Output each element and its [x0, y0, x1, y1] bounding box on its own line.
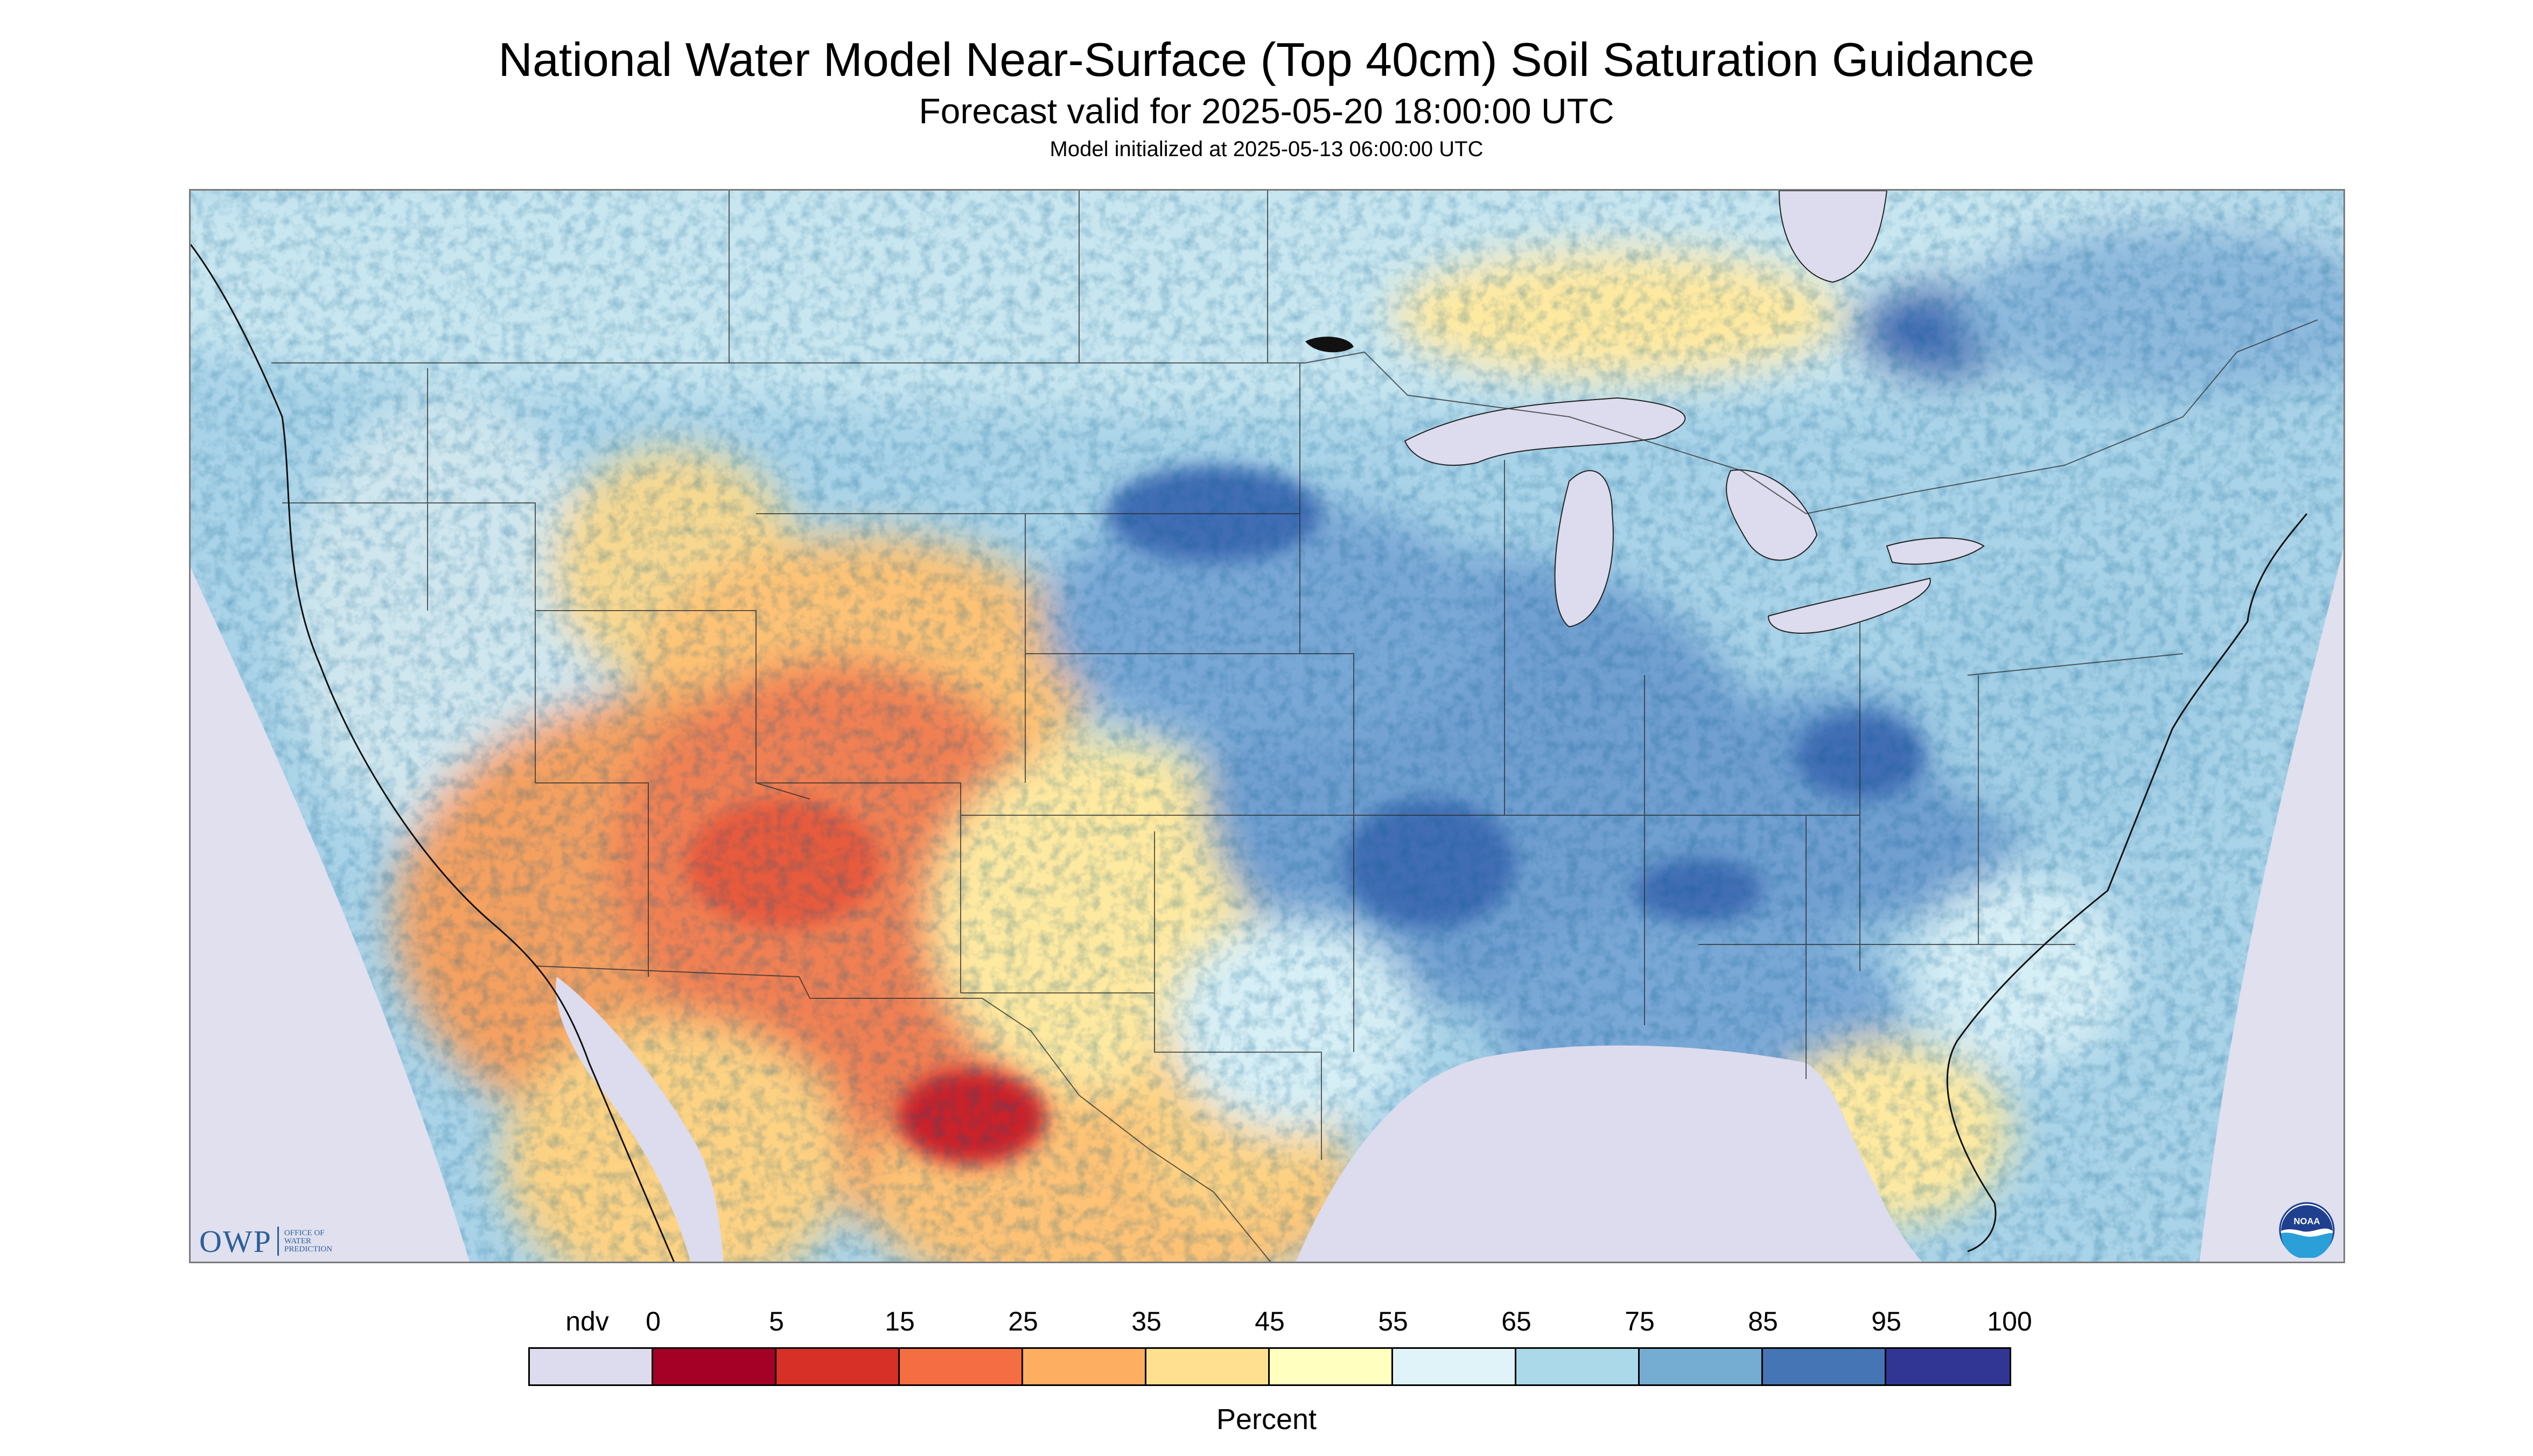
legend-tick: 0: [646, 1306, 661, 1336]
legend-swatch: [1640, 1349, 1763, 1384]
legend-swatch: [1146, 1349, 1270, 1384]
legend-swatch: [530, 1349, 653, 1384]
legend-swatch: [900, 1349, 1023, 1384]
legend-swatch: [1516, 1349, 1640, 1384]
legend-colorbar: [528, 1347, 2011, 1386]
lake-of-the-woods: [1305, 337, 1354, 353]
great-lakes: [1404, 397, 1985, 634]
owp-line-2: WATER: [284, 1236, 311, 1245]
legend-swatch: [1270, 1349, 1393, 1384]
legend-tick: 95: [1871, 1306, 1901, 1336]
map-graphic: [191, 191, 2343, 1262]
legend-swatch: [1763, 1349, 1886, 1384]
political-borders: [271, 191, 2318, 1262]
owp-logo: OWP OFFICE OF WATER PREDICTION: [199, 1222, 332, 1260]
noaa-logo: NOAA: [2279, 1202, 2335, 1258]
soil-saturation-map: [189, 189, 2345, 1263]
gulf-of-california: [556, 977, 724, 1262]
legend-tick-ndv: ndv: [565, 1306, 609, 1336]
model-initialized-note: Model initialized at 2025-05-13 06:00:00…: [1049, 137, 1484, 161]
legend-swatch: [1023, 1349, 1146, 1384]
hudson-bay: [1778, 191, 1888, 283]
legend-tick: 75: [1625, 1306, 1655, 1336]
owp-fullname: OFFICE OF WATER PREDICTION: [284, 1229, 332, 1254]
land-layer: [191, 191, 2343, 1262]
legend-tick: 25: [1008, 1306, 1038, 1336]
legend-swatch: [776, 1349, 900, 1384]
legend-swatch: [1886, 1349, 2010, 1384]
map-title: National Water Model Near-Surface (Top 4…: [498, 33, 2035, 86]
owp-divider: [277, 1227, 279, 1256]
gulf-of-mexico: [1296, 1045, 1922, 1262]
owp-line-3: PREDICTION: [284, 1244, 333, 1254]
legend-tick: 65: [1501, 1306, 1531, 1336]
legend-swatch: [1393, 1349, 1516, 1384]
legend-swatch: [653, 1349, 776, 1384]
coastlines: [191, 244, 2308, 1262]
legend-tick: 5: [769, 1306, 784, 1336]
legend-tick: 55: [1378, 1306, 1408, 1336]
forecast-valid-subtitle: Forecast valid for 2025-05-20 18:00:00 U…: [919, 91, 1614, 131]
noaa-text: NOAA: [2294, 1216, 2320, 1227]
owp-line-1: OFFICE OF: [284, 1228, 325, 1237]
legend-tick: 85: [1748, 1306, 1778, 1336]
legend-tick: 15: [885, 1306, 915, 1336]
legend-tick: 45: [1255, 1306, 1285, 1336]
legend-tick: 100: [1987, 1306, 2032, 1336]
owp-abbr: OWP: [199, 1223, 272, 1259]
legend-tick: 35: [1131, 1306, 1161, 1336]
legend-units-label: Percent: [1216, 1403, 1317, 1436]
